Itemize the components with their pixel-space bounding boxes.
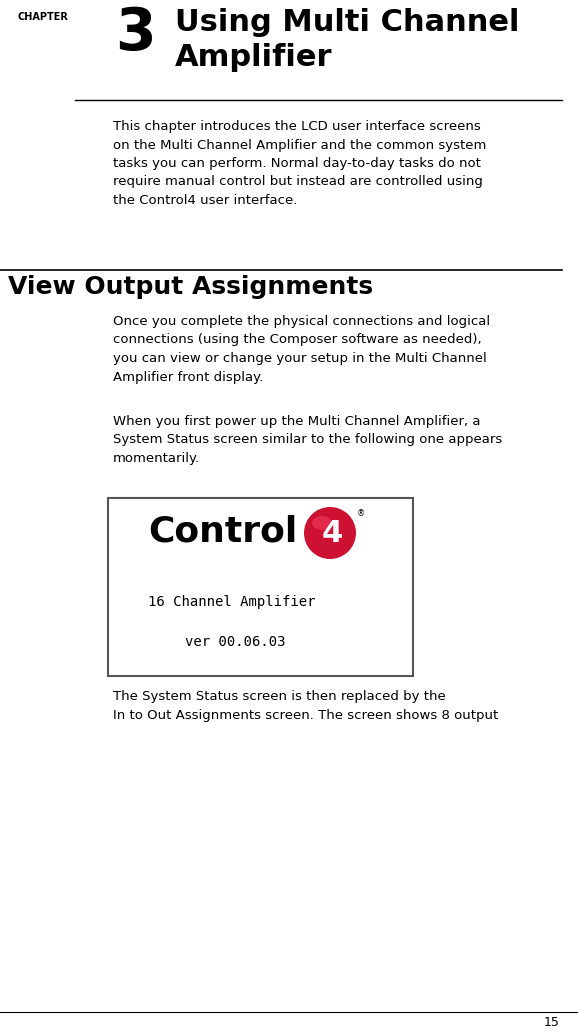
Text: When you first power up the Multi Channel Amplifier, a
System Status screen simi: When you first power up the Multi Channe… bbox=[113, 415, 502, 465]
Text: 15: 15 bbox=[544, 1016, 560, 1029]
Text: CHAPTER: CHAPTER bbox=[18, 12, 69, 22]
Text: Using Multi Channel
Amplifier: Using Multi Channel Amplifier bbox=[175, 8, 520, 71]
Text: 4: 4 bbox=[321, 518, 343, 547]
Text: ver 00.06.03: ver 00.06.03 bbox=[185, 635, 286, 649]
Text: ®: ® bbox=[357, 509, 365, 518]
Text: Once you complete the physical connections and logical
connections (using the Co: Once you complete the physical connectio… bbox=[113, 315, 490, 384]
Ellipse shape bbox=[312, 516, 332, 530]
Text: This chapter introduces the LCD user interface screens
on the Multi Channel Ampl: This chapter introduces the LCD user int… bbox=[113, 120, 486, 207]
Text: 16 Channel Amplifier: 16 Channel Amplifier bbox=[148, 595, 316, 609]
Text: The System Status screen is then replaced by the
In to Out Assignments screen. T: The System Status screen is then replace… bbox=[113, 690, 498, 722]
FancyBboxPatch shape bbox=[108, 498, 413, 676]
Text: View Output Assignments: View Output Assignments bbox=[8, 275, 373, 299]
Text: 3: 3 bbox=[115, 5, 155, 62]
Circle shape bbox=[304, 507, 356, 559]
Text: Control: Control bbox=[148, 515, 297, 549]
